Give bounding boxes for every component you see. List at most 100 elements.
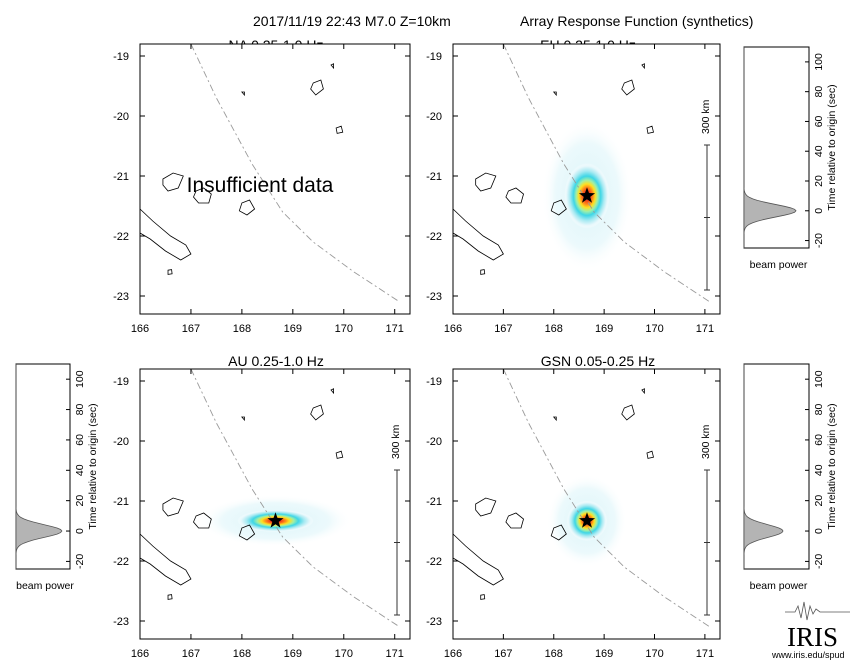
- y-tick-label: -20: [113, 111, 129, 123]
- beam-tick-label: 20: [813, 175, 825, 187]
- panel-title: GSN 0.05-0.25 Hz: [541, 353, 655, 369]
- y-tick-label: -20: [113, 436, 129, 448]
- map-area: [140, 44, 410, 314]
- y-tick-label: -23: [426, 291, 442, 303]
- insufficient-data-label: Insufficient data: [187, 174, 334, 197]
- map-panel-4: GSN 0.05-0.25 HzTime integrated over 100…: [426, 353, 838, 660]
- coastline: [330, 63, 334, 70]
- y-tick-label: -19: [113, 51, 129, 63]
- coastline: [475, 497, 497, 517]
- coastline: [641, 388, 645, 395]
- epicenter-star-icon: [578, 512, 596, 528]
- coastline: [621, 404, 635, 421]
- beam-tick-label: 20: [813, 495, 825, 507]
- logo-url: www.iris.edu/spud: [771, 650, 845, 660]
- coastline: [140, 533, 192, 586]
- x-tick-label: 166: [131, 648, 149, 660]
- x-tick-label: 171: [696, 323, 714, 335]
- beam-tick-label: 80: [813, 404, 825, 416]
- coastline: [335, 450, 344, 459]
- panel-title: AU 0.25-1.0 Hz: [228, 353, 324, 369]
- beam-tick-label: 60: [813, 434, 825, 446]
- beam-tick-label: 40: [813, 464, 825, 476]
- y-tick-label: -21: [113, 496, 129, 508]
- x-tick-label: 167: [182, 648, 200, 660]
- x-tick-label: 170: [335, 648, 353, 660]
- iris-logo: IRIS www.iris.edu/spud: [771, 601, 850, 660]
- epicenter-star-icon: [578, 187, 596, 203]
- beam-tick-label: 60: [74, 434, 86, 446]
- beam-tick-label: 0: [813, 208, 825, 214]
- plate-boundary-line: [190, 44, 401, 303]
- y-tick-label: -22: [426, 556, 442, 568]
- x-tick-label: 171: [386, 648, 404, 660]
- map-frame: [452, 368, 721, 640]
- logo-text: IRIS: [787, 622, 838, 652]
- y-tick-label: -19: [426, 376, 442, 388]
- scale-bar-label: 300 km: [700, 99, 712, 134]
- coastline: [193, 512, 212, 529]
- beam-tick-label: 100: [813, 370, 825, 388]
- coastline: [475, 172, 497, 192]
- x-tick-label: 168: [545, 323, 563, 335]
- beam-tick-label: 40: [813, 145, 825, 157]
- beam-tick-label: 40: [74, 464, 86, 476]
- y-tick-label: -19: [426, 51, 442, 63]
- beam-power-plot: 100 80 60 40 20 0 -20 Time relative to origin (…: [743, 363, 838, 592]
- y-tick-label: -19: [113, 376, 129, 388]
- x-tick-label: 170: [645, 323, 663, 335]
- x-tick-label: 170: [645, 648, 663, 660]
- beam-power-curve: [15, 364, 63, 569]
- x-tick-label: 169: [595, 648, 613, 660]
- beam-x-label: beam power: [750, 580, 808, 592]
- coastline: [193, 187, 212, 204]
- beam-tick-label: 20: [74, 495, 86, 507]
- y-tick-label: -22: [426, 231, 442, 243]
- x-tick-label: 166: [444, 323, 462, 335]
- y-tick-label: -21: [113, 171, 129, 183]
- x-tick-label: 168: [545, 648, 563, 660]
- coastline: [167, 269, 173, 275]
- y-tick-label: -21: [426, 496, 442, 508]
- coastline: [552, 416, 557, 422]
- coastline: [335, 125, 344, 134]
- coastline: [241, 91, 245, 97]
- epicenter-star-icon: [267, 512, 284, 528]
- scale-bar-label: 300 km: [700, 424, 712, 459]
- beam-tick-label: -20: [813, 554, 825, 569]
- beam-power-curve: [743, 364, 784, 569]
- coastline: [238, 524, 256, 541]
- x-tick-label: 167: [182, 323, 200, 335]
- beam-tick-label: 100: [74, 370, 86, 388]
- x-tick-label: 167: [494, 323, 512, 335]
- plate-boundary-line: [502, 369, 711, 628]
- beam-tick-label: 80: [813, 86, 825, 98]
- x-tick-label: 171: [696, 648, 714, 660]
- beam-tick-label: 0: [813, 528, 825, 534]
- map-frame: [452, 43, 721, 315]
- map-panel-2: EU 0.25-1.0 HzTime integrated over 100 s…: [426, 37, 838, 335]
- coastline: [167, 594, 173, 600]
- beam-x-label: beam power: [750, 259, 808, 271]
- y-tick-label: -22: [113, 556, 129, 568]
- map-panel-3: AU 0.25-1.0 HzTime integrated over 100 s…: [15, 353, 411, 660]
- y-tick-label: -23: [113, 616, 129, 628]
- coastline: [238, 199, 256, 216]
- y-tick-label: -23: [426, 616, 442, 628]
- beam-power-plot: 100 80 60 40 20 0 -20 Time relative to origin (…: [743, 46, 838, 271]
- coastline: [453, 533, 504, 586]
- map-panel-1: NA 0.25-1.0 HzInsufficient data166167168…: [113, 37, 411, 335]
- coastline: [552, 91, 557, 97]
- coastline: [641, 63, 645, 70]
- beam-tick-label: 100: [813, 53, 825, 71]
- y-tick-label: -22: [113, 231, 129, 243]
- x-tick-label: 170: [335, 323, 353, 335]
- x-tick-label: 169: [284, 323, 302, 335]
- coastline: [310, 79, 324, 96]
- map-frame: [139, 368, 411, 640]
- map-frame: [139, 43, 411, 315]
- map-area: [140, 369, 410, 639]
- coastline: [162, 172, 184, 192]
- beam-power-plot: 100 80 60 40 20 0 -20 Time relative to origin (…: [15, 363, 99, 592]
